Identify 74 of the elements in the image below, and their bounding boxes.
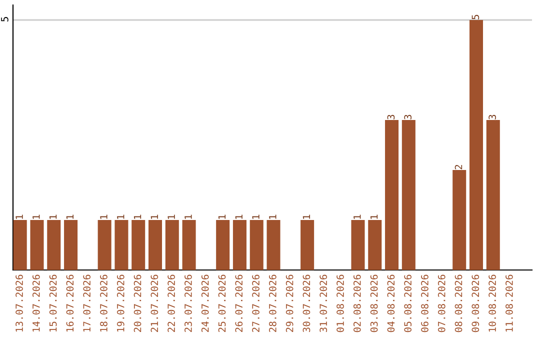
data-label: 5 [472,14,480,20]
data-label: 1 [134,214,142,219]
data-label: 1 [50,214,57,219]
x-tick-label: 08.08.2026 [454,274,462,332]
bar [266,220,280,270]
bar [148,220,162,270]
data-label: 1 [252,214,260,219]
data-label: 1 [218,214,226,219]
data-label: 1 [66,214,74,219]
data-label: 1 [32,214,40,219]
x-tick-label: 04.08.2026 [387,274,395,332]
data-label: 3 [488,114,496,120]
data-label: 1 [117,214,124,219]
bar [165,220,179,270]
bar [114,220,128,270]
x-tick-label: 26.07.2026 [235,274,243,332]
x-tick-label: 24.07.2026 [201,274,209,332]
x-tick-label: 01.08.2026 [336,274,344,332]
x-tick-label: 22.07.2026 [168,274,175,332]
x-tick-label: 19.07.2026 [116,274,124,332]
data-label: 1 [302,214,310,219]
bar [30,220,44,270]
x-tick-label: 06.08.2026 [421,274,428,332]
data-label: 2 [454,164,462,170]
bar [385,120,399,270]
bar [351,220,365,270]
x-tick-label: 05.08.2026 [404,274,412,332]
data-label: 1 [100,214,108,219]
x-tick-label: 27.07.2026 [252,274,260,332]
x-tick-label: 03.08.2026 [370,274,378,332]
data-label: 1 [184,214,192,219]
bar [216,220,230,270]
x-tick-label: 31.07.2026 [320,274,328,332]
x-tick-label: 11.08.2026 [506,274,513,332]
data-label: 3 [387,114,395,120]
x-tick-label: 18.07.2026 [100,274,108,332]
bar [132,220,146,270]
x-tick-label: 29.07.2026 [286,274,294,332]
x-tick-label: 20.07.2026 [134,274,142,332]
x-tick-label: 14.07.2026 [32,274,40,332]
bar [469,20,484,270]
bar [486,120,500,270]
data-label: 1 [168,214,175,219]
bar [13,220,27,270]
x-tick-label: 23.07.2026 [184,274,192,332]
bar [402,120,416,270]
bar [64,220,78,270]
x-tick-label: 17.07.2026 [83,274,91,332]
x-tick-label: 25.07.2026 [218,274,226,332]
bar [250,220,264,270]
x-tick-label: 16.07.2026 [66,274,74,332]
bar [47,220,61,270]
x-tick-label: 10.08.2026 [488,274,496,332]
x-tick-label: 07.08.2026 [438,274,446,332]
data-label: 1 [16,214,23,219]
x-tick-label: 21.07.2026 [150,274,158,332]
x-tick-label: 30.07.2026 [302,274,310,332]
data-label: 3 [404,114,412,120]
x-tick-label: 02.08.2026 [353,274,361,332]
data-label: 1 [150,214,158,219]
bar [232,220,246,270]
data-label: 1 [370,214,378,219]
x-tick-label: 13.07.2026 [16,274,23,332]
data-label: 1 [354,214,361,219]
x-tick-label: 09.08.2026 [472,274,480,332]
data-label: 1 [235,214,242,219]
x-tick-label: 28.07.2026 [269,274,276,332]
x-tick-label: 15.07.2026 [49,274,57,332]
data-label: 1 [269,214,276,219]
bar [368,220,382,270]
bar [452,170,466,270]
bar [98,220,112,270]
bar [300,220,314,270]
bar [182,220,196,270]
